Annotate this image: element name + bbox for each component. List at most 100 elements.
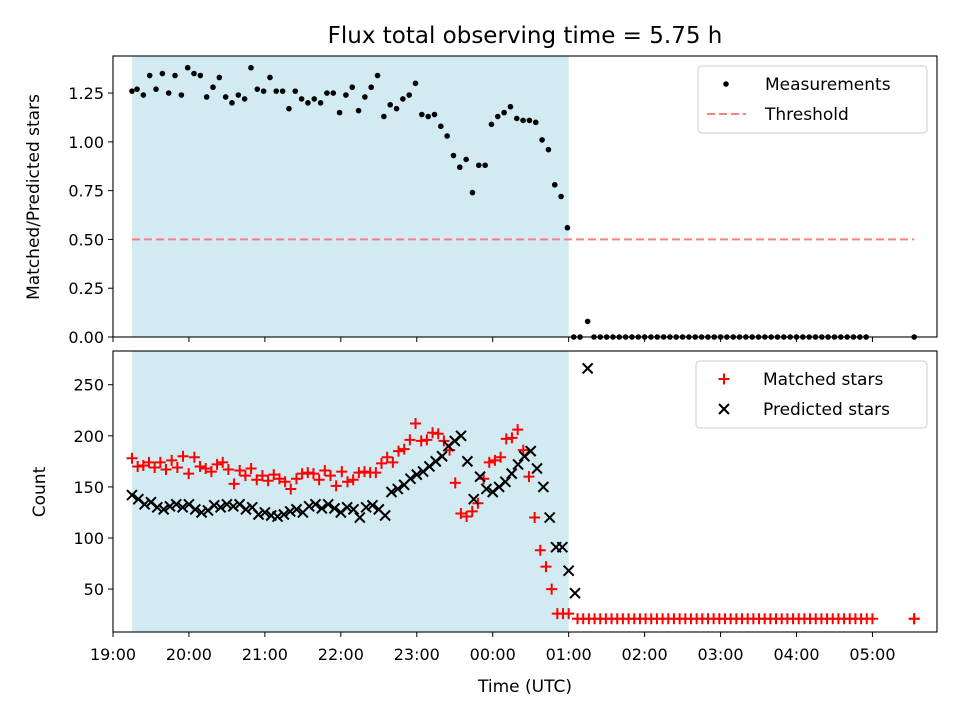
matched-star-point (188, 451, 200, 463)
measurement-point (129, 88, 135, 94)
top-legend-box (697, 65, 928, 134)
x-axis-label: Time (UTC) (477, 677, 572, 697)
matched-star-point (132, 460, 144, 472)
matched-star-point (353, 467, 365, 479)
x-tick-label: 00:00 (470, 645, 516, 664)
predicted-star-point (221, 498, 233, 510)
x-tick-label: 02:00 (622, 645, 668, 664)
measurement-point (349, 84, 356, 91)
matched-star-point (149, 461, 161, 473)
top-axes-frame (112, 55, 938, 338)
measurement-point (532, 119, 539, 126)
predicted-star-point (569, 587, 581, 599)
x-tick-label: 01:00 (546, 645, 592, 664)
matched-star-point (404, 434, 416, 446)
measurement-point (488, 121, 495, 128)
matched-star-point (183, 468, 195, 480)
predicted-star-point (347, 503, 360, 516)
predicted-star-point (176, 501, 189, 514)
measurement-point (210, 84, 216, 91)
predicted-star-point (468, 493, 480, 505)
measurement-point (457, 164, 463, 171)
x-tick-label: 22:00 (318, 645, 364, 664)
matched-star-point (546, 583, 558, 595)
legend-label: Threshold (764, 105, 849, 125)
matched-star-point (529, 512, 541, 524)
measurement-point (355, 107, 362, 114)
measurement-point (305, 100, 311, 106)
measurement-point (311, 96, 318, 102)
x-tick-label: 23:00 (394, 645, 440, 664)
measurement-point (286, 105, 292, 112)
bottom-y-tick-label: 150 (73, 478, 104, 497)
predicted-star-point (290, 503, 303, 516)
matched-star-point (126, 452, 138, 464)
matched-star-point (478, 473, 490, 485)
predicted-star-point (164, 500, 176, 513)
measurement-point (400, 96, 406, 102)
measurement-point (406, 92, 412, 98)
measurement-point (381, 113, 387, 120)
top-y-tick-label: 0.25 (68, 279, 104, 298)
measurement-point (431, 111, 438, 118)
measurement-point (134, 86, 140, 92)
measurement-point (482, 162, 488, 169)
top-y-tick-label: 1.00 (68, 133, 104, 152)
measurement-point (267, 74, 273, 81)
measurement-point (343, 92, 349, 98)
measurement-point (419, 111, 425, 118)
measurement-point (165, 90, 172, 96)
matched-star-point (222, 464, 234, 476)
matched-star-point (262, 475, 274, 487)
measurement-point (564, 224, 571, 231)
measurement-point (222, 94, 229, 100)
matched-star-point (347, 474, 359, 486)
predicted-star-point (506, 467, 518, 480)
matched-star-point (483, 456, 495, 468)
matched-star-point (143, 456, 155, 468)
matched-star-point (239, 470, 251, 482)
matched-star-point (540, 561, 552, 573)
predicted-star-point (271, 510, 284, 523)
measurement-point (279, 88, 286, 94)
measurement-point (146, 72, 153, 79)
matched-star-point (251, 474, 263, 486)
matched-star-point (421, 434, 433, 446)
matched-star-point (171, 461, 183, 473)
matched-star-point (285, 483, 297, 495)
bottom-y-tick-label: 50 (84, 580, 104, 599)
predicted-star-point (303, 500, 315, 513)
predicted-star-point (322, 498, 334, 510)
top-shaded-region (131, 56, 569, 337)
measurement-point (191, 70, 197, 77)
matched-star-point (205, 466, 217, 478)
matched-star-point (177, 450, 189, 462)
predicted-star-point (259, 506, 271, 519)
predicted-star-point (309, 498, 322, 510)
matched-star-point (866, 613, 878, 625)
matched-star-point (273, 473, 285, 485)
matched-star-point (154, 456, 166, 468)
matched-star-point (194, 460, 206, 472)
matched-star-point (489, 454, 501, 466)
predicted-star-point (151, 501, 164, 514)
bottom-axes-frame (112, 350, 938, 633)
x-tick-label: 19:00 (90, 645, 136, 664)
matched-star-point (563, 608, 575, 620)
measurement-point (374, 72, 381, 79)
measurement-point (336, 109, 343, 116)
matched-star-point (466, 505, 478, 517)
predicted-star-point (214, 501, 227, 514)
predicted-star-point (512, 458, 524, 471)
predicted-star-point (461, 455, 474, 468)
matched-star-point (245, 463, 257, 475)
measurement-point (254, 86, 261, 92)
top-panel: 0.00 0.25 0.50 0.75 1.00 1.25 Measurements Thre… (68, 55, 938, 347)
top-y-axis-label: Matched/Predicted stars (24, 94, 44, 300)
measurement-point (469, 189, 476, 196)
predicted-star-point (404, 473, 417, 485)
x-tick-label: 04:00 (773, 645, 819, 664)
predicted-star-point (360, 501, 372, 514)
matched-star-point (319, 465, 331, 477)
predicted-star-point (366, 499, 379, 512)
